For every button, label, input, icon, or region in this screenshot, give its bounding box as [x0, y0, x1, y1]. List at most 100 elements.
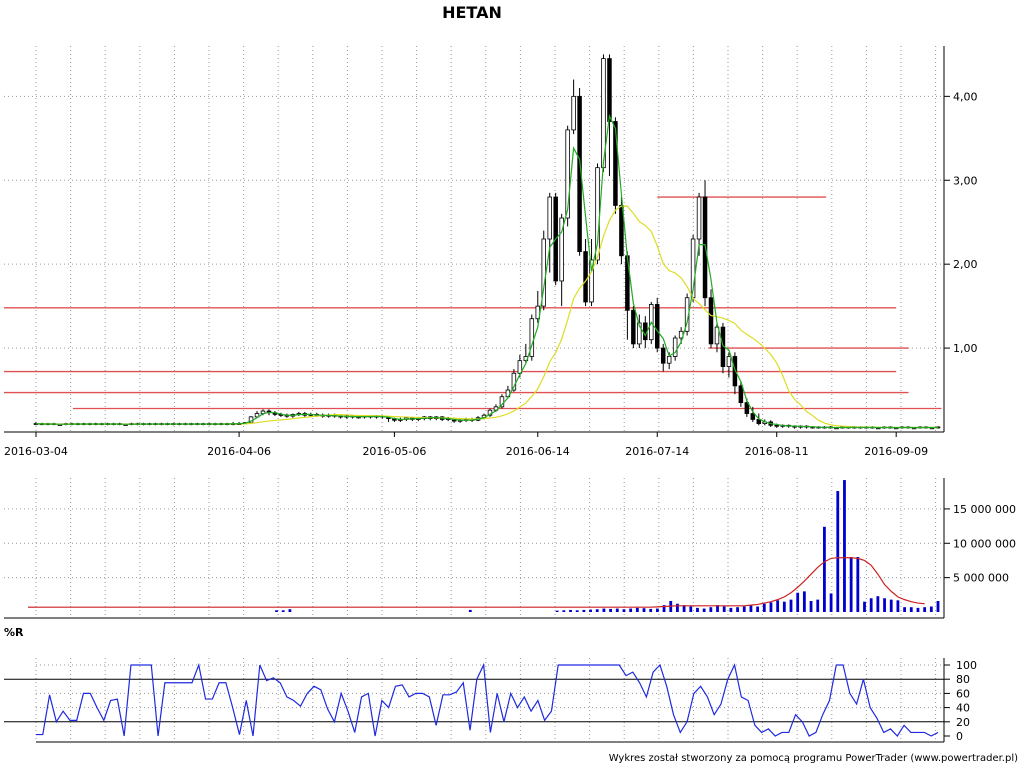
candle-body — [750, 413, 756, 420]
volume-bar — [281, 610, 285, 612]
volume-bar — [642, 608, 646, 612]
volume-bar — [876, 596, 880, 612]
volume-bar — [716, 605, 719, 612]
volume-y-ticks: 5 000 000 10 000 000 15 000 000 — [944, 503, 1016, 585]
volume-bar — [655, 608, 659, 612]
volume-bar — [823, 526, 826, 612]
volume-bars — [275, 480, 940, 612]
volume-bar — [622, 609, 626, 612]
price-y-tick-label: 1,00 — [953, 342, 978, 355]
williams-r-reference-lines — [4, 678, 944, 723]
price-x-tick-label: 2016-07-14 — [625, 445, 689, 458]
candle-body — [589, 259, 594, 303]
chart-title: HETAN — [442, 3, 502, 22]
volume-bar — [595, 609, 599, 612]
volume-bar — [829, 593, 833, 612]
williams-r-y-tick-label: 40 — [956, 702, 970, 715]
candle-body — [654, 304, 660, 349]
candle-body — [595, 167, 600, 261]
price-y-ticks: 1,00 2,00 3,00 4,00 — [944, 90, 978, 355]
price-x-tick-label: 2016-06-14 — [506, 445, 570, 458]
volume-bar — [796, 592, 800, 612]
volume-bar — [709, 607, 713, 612]
volume-bar — [649, 608, 653, 612]
volume-bar — [909, 607, 913, 612]
long-moving-average-line — [35, 205, 939, 429]
volume-average-polyline — [36, 557, 925, 608]
price-levels — [4, 196, 942, 410]
volume-bar — [288, 609, 292, 612]
price-x-tick-label: 2016-05-06 — [362, 445, 426, 458]
volume-bar — [582, 609, 586, 612]
volume-bar — [742, 606, 746, 612]
volume-bar — [856, 557, 860, 612]
williams-r-label: %R — [4, 626, 24, 639]
volume-bar — [629, 608, 633, 612]
short-moving-average-line — [35, 113, 938, 429]
volume-bar — [569, 609, 572, 612]
volume-bar — [903, 607, 906, 612]
williams-r-y-tick-label: 60 — [956, 687, 970, 700]
volume-bar — [696, 607, 699, 612]
volume-bar — [802, 591, 806, 612]
volume-bar — [923, 607, 927, 612]
candle-body — [696, 196, 702, 240]
candle-body — [744, 402, 750, 414]
volume-bar — [789, 599, 793, 612]
price-y-tick-label: 3,00 — [953, 174, 978, 187]
volume-grid — [4, 478, 944, 618]
volume-bar — [762, 603, 766, 612]
candle-body — [517, 360, 523, 374]
volume-bar — [589, 609, 592, 612]
volume-average-line — [28, 557, 925, 608]
candle-body — [738, 385, 744, 404]
candle-body — [529, 318, 535, 357]
volume-bar — [929, 606, 933, 612]
volume-bar — [756, 606, 759, 612]
williams-r-y-tick-label: 0 — [956, 730, 963, 743]
volume-bar — [562, 610, 566, 612]
price-moving-averages — [35, 113, 939, 429]
price-panel: 1,002,003,004,00 2016-03-04 2016-04-06 201… — [4, 46, 978, 458]
williams-r-y-tick-label: 80 — [956, 673, 970, 686]
price-x-tick-label: 2016-04-06 — [207, 445, 271, 458]
volume-bar — [916, 607, 920, 612]
volume-bar — [836, 491, 840, 612]
candle-body — [774, 424, 779, 427]
candle-body — [732, 356, 738, 387]
candle-body — [613, 121, 618, 206]
volume-bar — [776, 600, 780, 612]
volume-bar — [869, 598, 873, 612]
volume-bar — [468, 609, 472, 612]
price-x-ticks: 2016-03-04 2016-04-06 2016-05-06 2016-06-14… — [4, 432, 928, 458]
volume-bar — [575, 610, 579, 612]
price-grid — [4, 46, 944, 432]
volume-y-tick-label: 15 000 000 — [953, 503, 1016, 516]
volume-bar — [769, 602, 773, 612]
volume-bar — [722, 606, 726, 612]
candle-body — [583, 251, 588, 303]
volume-bar — [849, 557, 853, 612]
williams-r-y-tick-label: 20 — [956, 716, 970, 729]
volume-bar — [702, 608, 706, 612]
volume-bar — [736, 607, 739, 612]
williams-r-line — [36, 662, 939, 737]
footer-credit: Wykres został stworzony za pomocą progra… — [609, 753, 1018, 764]
candle-body — [714, 326, 720, 345]
price-y-tick-label: 4,00 — [953, 90, 978, 103]
williams-r-y-tick-label: 100 — [956, 659, 977, 672]
candle-body — [726, 356, 732, 367]
volume-bar — [843, 480, 846, 612]
volume-bar — [889, 599, 893, 612]
williams-r-grid — [35, 658, 944, 742]
volume-bar — [782, 601, 786, 612]
price-x-tick-label: 2016-08-11 — [745, 445, 809, 458]
volume-bar — [896, 600, 900, 612]
volume-bar — [609, 608, 613, 612]
williams-r-polyline — [36, 662, 939, 737]
candle-body — [660, 347, 666, 364]
volume-bar — [809, 601, 813, 612]
candle-body — [254, 413, 260, 418]
volume-bar — [615, 608, 619, 612]
